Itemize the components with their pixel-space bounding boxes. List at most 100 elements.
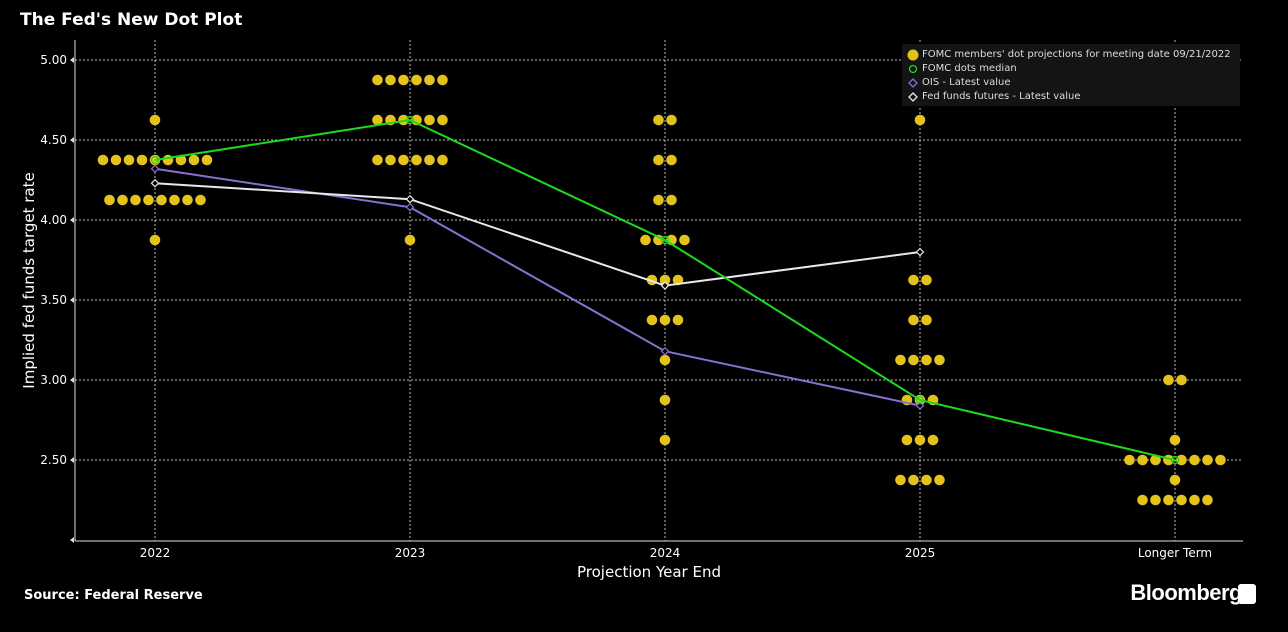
fomc-dot	[117, 194, 128, 206]
fomc-dot	[921, 314, 932, 326]
fomc-dot	[398, 74, 409, 86]
bloomberg-chart-icon	[1238, 584, 1256, 604]
legend-label: OIS - Latest value	[922, 77, 1011, 88]
fomc-dot	[195, 194, 206, 206]
fomc-dot	[175, 154, 187, 166]
fomc-dot	[404, 234, 416, 246]
fomc-dot	[437, 154, 448, 166]
fomc-dot	[1163, 494, 1174, 506]
source-note: Source: Federal Reserve	[24, 588, 203, 603]
fomc-dot	[424, 114, 435, 126]
fomc-dot	[385, 74, 396, 86]
y-tick-label: 4.00	[40, 213, 67, 227]
median-marker	[150, 155, 160, 165]
fomc-dot	[679, 234, 690, 246]
x-tick-label: Longer Term	[1138, 546, 1212, 560]
legend-item-median: FOMC dots median	[902, 62, 1240, 76]
fomc-dot	[659, 434, 671, 446]
fomc-dot	[666, 114, 677, 126]
fomc-dot	[1150, 494, 1161, 506]
series-line-1	[154, 167, 921, 407]
fomc-dot	[411, 154, 422, 166]
fomc-dot	[653, 154, 664, 166]
fomc-dot	[201, 154, 213, 166]
fomc-dot	[1189, 494, 1200, 506]
fomc-dot	[130, 194, 141, 206]
fomc-dot	[908, 274, 919, 286]
fomc-dot	[666, 154, 677, 166]
diamond-marker	[405, 194, 415, 204]
fomc-dot	[156, 194, 167, 206]
fomc-dot	[895, 354, 906, 366]
fomc-dot	[437, 74, 448, 86]
fomc-dot	[1163, 374, 1174, 386]
x-axis-label: Projection Year End	[577, 563, 721, 581]
fomc-dot	[1137, 454, 1148, 466]
y-axis-label: Implied fed funds target rate	[20, 172, 38, 388]
fomc-dot	[640, 234, 651, 246]
y-tick-label: 3.00	[40, 373, 67, 387]
x-tick-label: 2024	[650, 546, 681, 560]
fomc-dot	[188, 154, 200, 166]
diamond-marker	[915, 247, 925, 257]
y-tick-mark	[70, 297, 74, 303]
fomc-dot	[162, 154, 174, 166]
fomc-dot	[104, 194, 115, 206]
series-line-0	[154, 118, 1176, 461]
fomc-dot	[921, 354, 932, 366]
fomc-dot	[666, 194, 677, 206]
x-tick-label: 2023	[395, 546, 426, 560]
median-marker	[915, 395, 925, 405]
fomc-dot	[672, 314, 684, 326]
fomc-dot	[437, 114, 448, 126]
fomc-dot	[1189, 454, 1200, 466]
fomc-dot	[659, 274, 671, 286]
y-tick-label: 5.00	[40, 53, 67, 67]
fomc-dot	[1169, 474, 1181, 486]
bloomberg-logo: Bloomberg	[1130, 580, 1242, 605]
fomc-dot	[136, 154, 148, 166]
fomc-dot	[1176, 374, 1187, 386]
fomc-dot	[659, 314, 671, 326]
fomc-dot	[659, 354, 671, 366]
fomc-dot	[914, 114, 926, 126]
fomc-dot	[372, 114, 383, 126]
fomc-dot	[921, 274, 932, 286]
fomc-dot	[424, 154, 435, 166]
fomc-dot	[1137, 494, 1148, 506]
fomc-dot	[895, 474, 906, 486]
fomc-dot	[921, 474, 932, 486]
fomc-dot	[1150, 454, 1161, 466]
fomc-dot	[908, 314, 919, 326]
fomc-dot	[97, 154, 109, 166]
legend: FOMC members' dot projections for meetin…	[902, 44, 1240, 106]
fomc-dot	[411, 74, 422, 86]
y-tick-mark	[70, 137, 74, 143]
fomc-dot	[123, 154, 135, 166]
fomc-dot	[1176, 454, 1187, 466]
series-line-2	[154, 182, 921, 287]
fomc-dot	[398, 114, 409, 126]
fomc-dot	[424, 74, 435, 86]
fomc-dot	[659, 394, 671, 406]
fomc-dot	[653, 194, 664, 206]
fomc-dot	[927, 434, 939, 446]
legend-label: FOMC members' dot projections for meetin…	[922, 49, 1231, 60]
median-marker	[1170, 455, 1180, 465]
fomc-dot	[372, 154, 383, 166]
fomc-dot	[934, 354, 945, 366]
y-tick-mark	[70, 537, 74, 543]
legend-label: Fed funds futures - Latest value	[922, 91, 1081, 102]
x-tick-label: 2022	[140, 546, 171, 560]
legend-item-dots: FOMC members' dot projections for meetin…	[902, 48, 1240, 62]
fomc-dot	[372, 74, 383, 86]
legend-label: FOMC dots median	[922, 63, 1017, 74]
fomc-dot	[149, 234, 161, 246]
fomc-dot	[182, 194, 193, 206]
median-marker	[405, 115, 415, 125]
fomc-dot	[143, 194, 154, 206]
fomc-dot	[1124, 454, 1135, 466]
y-tick-label: 3.50	[40, 293, 67, 307]
legend-item-futures: Fed funds futures - Latest value	[902, 90, 1240, 104]
